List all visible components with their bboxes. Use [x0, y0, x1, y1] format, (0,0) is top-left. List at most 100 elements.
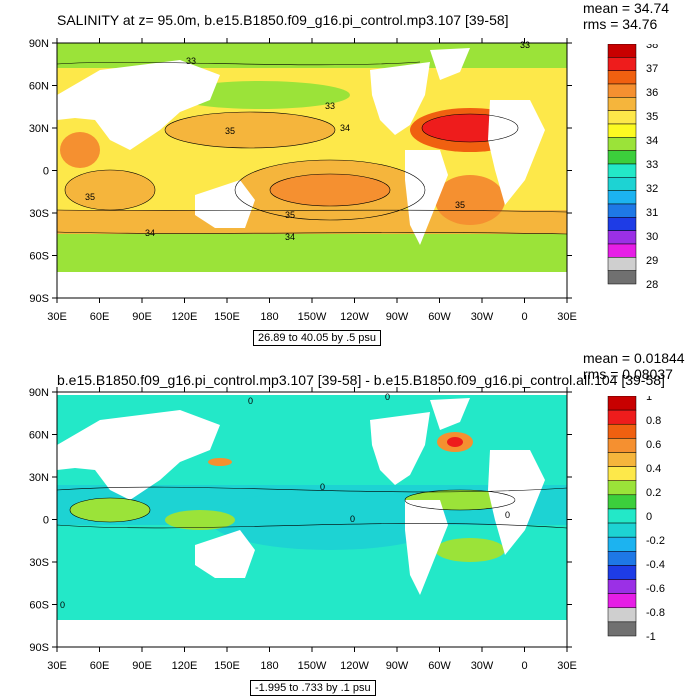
difference-map: 0 0 0 0 0 0 90N 60N 30N 0 30S 60S 90S 30E 60E 90… — [29, 387, 577, 672]
colorbar-swatch — [607, 230, 637, 245]
longitude-tick-label: 30E — [47, 311, 67, 323]
latitude-tick-label: 30N — [29, 123, 49, 135]
colorbar-swatch — [607, 423, 637, 439]
longitude-tick-label: 150E — [214, 311, 240, 323]
colorbar-swatch — [607, 243, 637, 258]
colorbar-swatch — [607, 438, 637, 453]
longitude-tick-label: 0 — [521, 660, 527, 672]
longitude-tick-label: 120W — [340, 660, 369, 672]
longitude-tick-label: 150E — [214, 660, 240, 672]
ocean-field — [57, 43, 567, 298]
colorbar-swatch — [607, 551, 637, 566]
colorbar-label: 32 — [646, 183, 658, 195]
colorbar-swatch — [607, 44, 637, 58]
colorbar-label: -1 — [646, 631, 656, 643]
contour-label: 33 — [520, 40, 530, 50]
colorbar-label: 0.4 — [646, 463, 661, 475]
contour-range-caption: 26.89 to 40.05 by .5 psu — [253, 330, 382, 346]
latitude-tick-label: 0 — [43, 515, 49, 527]
longitude-tick-label: 30E — [557, 660, 577, 672]
latitude-tick-label: 90N — [29, 387, 49, 399]
latitude-tick-label: 60S — [29, 251, 49, 263]
colorbar-label: 28 — [646, 279, 658, 291]
contour-lines — [57, 486, 567, 529]
colorbar-label: -0.6 — [646, 583, 665, 595]
longitude-tick-label: 30E — [557, 311, 577, 323]
colorbar-label: -0.4 — [646, 559, 665, 571]
latitude-tick-label: 60S — [29, 600, 49, 612]
colorbar-swatch — [607, 466, 637, 481]
longitude-tick-label: 150W — [298, 311, 327, 323]
colorbar-label: 31 — [646, 207, 658, 219]
latitude-tick-label: 30N — [29, 472, 49, 484]
colorbar-swatch — [607, 480, 637, 496]
latitude-tick-label: 30S — [29, 208, 49, 220]
map-title: b.e15.B1850.f09_g16.pi_control.mp3.107 [… — [57, 372, 665, 388]
longitude-tick-label: 180 — [260, 311, 278, 323]
contour-lines — [57, 61, 567, 235]
difference-colorbar: 1 0.8 0.6 0.4 0.2 0 -0.2 -0.4 -0.6 -0.8 -1 — [607, 396, 665, 643]
colorbar-label: 1 — [646, 396, 652, 403]
colorbar-swatch — [607, 83, 637, 98]
latitude-axis: 90N 60N 30N 0 30S 60S 90S — [29, 387, 572, 654]
longitude-tick-label: 60E — [90, 311, 110, 323]
colorbar-swatch — [607, 137, 637, 151]
contour-label: 34 — [285, 232, 295, 242]
colorbar-swatch — [607, 97, 637, 111]
colorbar-swatch — [607, 110, 637, 125]
colorbar-label: -0.2 — [646, 535, 665, 547]
colorbar-label: -0.8 — [646, 607, 665, 619]
longitude-tick-label: 90W — [386, 311, 409, 323]
colorbar-label: 38 — [646, 44, 658, 51]
latitude-tick-label: 60N — [29, 81, 49, 93]
latitude-tick-label: 0 — [43, 166, 49, 178]
longitude-tick-label: 180 — [260, 660, 278, 672]
salinity-map: 33 33 33 34 35 35 35 35 34 34 90N 60N 30N 0… — [29, 38, 577, 323]
latitude-tick-label: 30S — [29, 557, 49, 569]
contour-label: 33 — [325, 101, 335, 111]
map-title: SALINITY at z= 95.0m, b.e15.B1850.f09_g1… — [57, 12, 509, 28]
colorbar-swatch — [607, 452, 637, 467]
colorbar-swatch — [607, 217, 637, 231]
colorbar-swatch — [607, 257, 637, 271]
longitude-axis: 30E 60E 90E 120E 150E 180 150W 120W 90W 60W 30W 0 30… — [47, 387, 577, 672]
contour-label: 35 — [85, 192, 95, 202]
longitude-tick-label: 120E — [172, 660, 198, 672]
colorbar-swatch — [607, 593, 637, 609]
contour-label-group: 0 0 0 0 0 0 — [60, 392, 510, 610]
latitude-tick-label: 90S — [29, 642, 49, 654]
contour-label: 0 — [385, 392, 390, 402]
latitude-tick-label: 90S — [29, 293, 49, 305]
difference-map-panel: b.e15.B1850.f09_g16.pi_control.mp3.107 [… — [0, 350, 700, 700]
colorbar-label: 33 — [646, 159, 658, 171]
colorbar-swatch — [607, 203, 637, 218]
colorbar-swatch — [607, 409, 637, 425]
longitude-axis: 30E 60E 90E 120E 150E 180 150W 120W 90W 60W 30W 0 30… — [47, 38, 577, 323]
colorbar-swatch — [607, 150, 637, 165]
colorbar-swatch — [607, 57, 637, 71]
colorbar-swatch — [607, 190, 637, 205]
contour-label: 35 — [225, 126, 235, 136]
rms-stat: rms = 0.08037 — [583, 366, 673, 382]
longitude-tick-label: 90E — [132, 311, 152, 323]
colorbar-swatch — [607, 508, 637, 524]
longitude-tick-label: 120E — [172, 311, 198, 323]
longitude-tick-label: 0 — [521, 311, 527, 323]
contour-label: 0 — [350, 514, 355, 524]
mean-stat: mean = 0.01844 — [583, 350, 685, 366]
longitude-tick-label: 60W — [428, 660, 451, 672]
colorbar-swatch — [607, 621, 637, 637]
contour-range-caption: -1.995 to .733 by .1 psu — [250, 680, 376, 696]
longitude-tick-label: 150W — [298, 660, 327, 672]
latitude-axis: 90N 60N 30N 0 30S 60S 90S — [29, 38, 572, 305]
rms-stat: rms = 34.76 — [583, 16, 658, 32]
colorbar-label: 0.2 — [646, 487, 661, 499]
colorbar-swatch — [607, 396, 637, 411]
latitude-tick-label: 60N — [29, 430, 49, 442]
latitude-tick-label: 90N — [29, 38, 49, 50]
contour-label: 35 — [455, 200, 465, 210]
ocean-field — [57, 395, 567, 647]
colorbar-swatch — [607, 536, 637, 552]
contour-label: 0 — [248, 396, 253, 406]
contour-label-group: 33 33 33 34 35 35 35 35 34 34 — [85, 40, 530, 242]
